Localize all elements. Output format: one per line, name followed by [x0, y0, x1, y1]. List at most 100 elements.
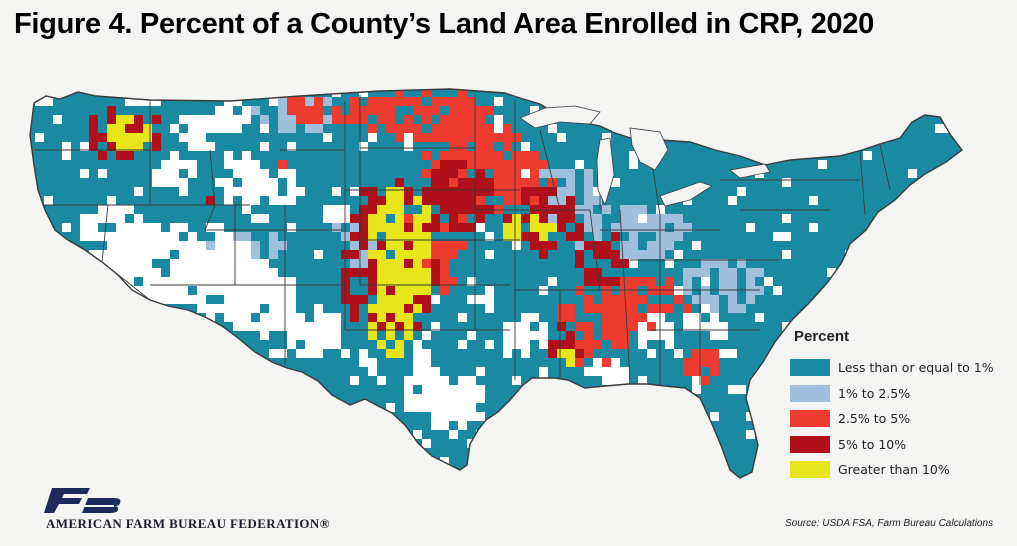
county-cell [161, 214, 171, 224]
county-cell [539, 151, 549, 161]
county-cell [134, 187, 144, 197]
county-cell [908, 97, 918, 107]
county-cell [836, 124, 846, 134]
county-cell [332, 439, 342, 449]
county-cell [800, 241, 810, 251]
county-cell [287, 295, 297, 305]
county-cell [431, 349, 441, 359]
county-cell [467, 340, 477, 350]
county-cell [485, 160, 495, 170]
county-cell [242, 286, 252, 296]
county-cell [233, 403, 243, 413]
county-cell [845, 151, 855, 161]
county-cell [557, 376, 567, 386]
county-cell [665, 106, 675, 116]
county-cell [116, 214, 126, 224]
county-cell [611, 367, 621, 377]
county-cell [557, 367, 567, 377]
county-cell [116, 241, 126, 251]
county-cell [278, 295, 288, 305]
county-cell [692, 385, 702, 395]
county-cell [728, 457, 738, 467]
farm-bureau-logo [44, 486, 124, 519]
county-cell [476, 277, 486, 287]
county-cell [692, 367, 702, 377]
county-cell [647, 304, 657, 314]
county-cell [278, 430, 288, 440]
logo-f-shape [44, 488, 90, 513]
county-cell [629, 241, 639, 251]
county-cell [35, 295, 45, 305]
county-cell [188, 313, 198, 323]
county-cell [62, 160, 72, 170]
county-cell [494, 448, 504, 458]
county-cell [872, 313, 882, 323]
county-cell [683, 214, 693, 224]
county-cell [296, 448, 306, 458]
county-cell [962, 133, 972, 143]
county-cell [350, 142, 360, 152]
county-cell [35, 412, 45, 422]
county-cell [503, 214, 513, 224]
county-cell [89, 97, 99, 107]
county-cell [719, 340, 729, 350]
county-cell [503, 259, 513, 269]
county-cell [539, 286, 549, 296]
county-cell [341, 250, 351, 260]
county-cell [548, 304, 558, 314]
county-cell [44, 367, 54, 377]
county-cell [683, 268, 693, 278]
county-cell [584, 367, 594, 377]
county-cell [962, 250, 972, 260]
county-cell [215, 286, 225, 296]
county-cell [629, 439, 639, 449]
county-cell [278, 151, 288, 161]
county-cell [557, 385, 567, 395]
county-cell [611, 286, 621, 296]
county-cell [539, 367, 549, 377]
county-cell [476, 232, 486, 242]
county-cell [80, 97, 90, 107]
county-cell [125, 322, 135, 332]
county-cell [539, 412, 549, 422]
county-cell [575, 340, 585, 350]
county-cell [944, 160, 954, 170]
county-cell [944, 295, 954, 305]
county-cell [179, 457, 189, 467]
county-cell [494, 430, 504, 440]
county-cell [512, 214, 522, 224]
county-cell [71, 313, 81, 323]
county-cell [647, 349, 657, 359]
county-cell [377, 439, 387, 449]
county-cell [602, 196, 612, 206]
county-cell [449, 250, 459, 260]
county-cell [197, 331, 207, 341]
county-cell [395, 97, 405, 107]
county-cell [143, 268, 153, 278]
county-cell [143, 367, 153, 377]
county-cell [647, 448, 657, 458]
county-cell [233, 421, 243, 431]
county-cell [368, 430, 378, 440]
county-cell [305, 475, 315, 478]
county-cell [908, 250, 918, 260]
county-cell [557, 151, 567, 161]
county-cell [575, 232, 585, 242]
county-cell [422, 241, 432, 251]
county-cell [917, 250, 927, 260]
county-cell [719, 421, 729, 431]
county-cell [782, 106, 792, 116]
county-cell [539, 268, 549, 278]
county-cell [701, 304, 711, 314]
county-cell [80, 142, 90, 152]
county-cell [53, 115, 63, 125]
county-cell [845, 277, 855, 287]
county-cell [575, 295, 585, 305]
county-cell [620, 106, 630, 116]
county-cell [107, 412, 117, 422]
county-cell [665, 232, 675, 242]
county-cell [485, 89, 495, 98]
county-cell [98, 475, 108, 478]
county-cell [404, 421, 414, 431]
county-cell [215, 313, 225, 323]
